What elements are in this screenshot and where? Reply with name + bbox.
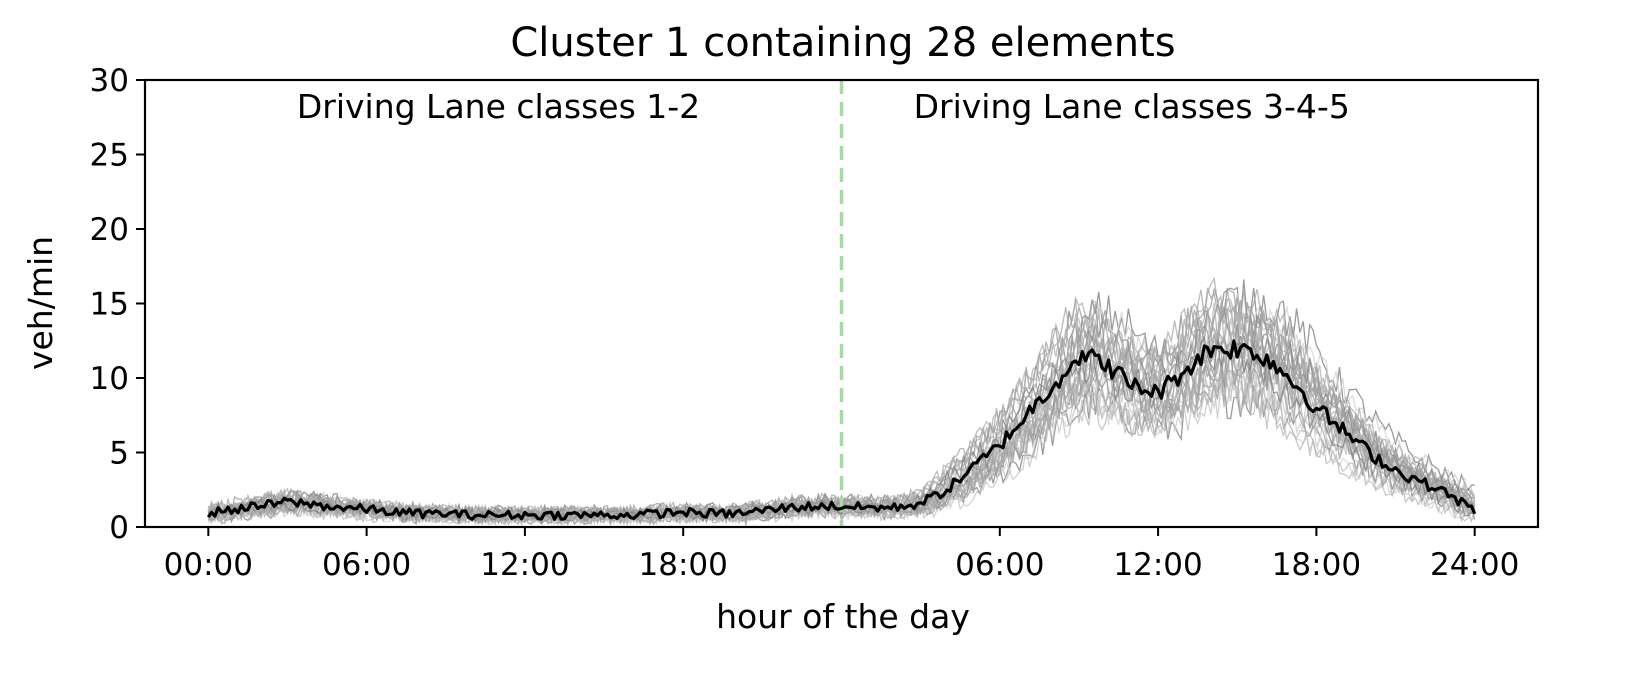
annotations: Driving Lane classes 1-2 Driving Lane cla… [297,87,1350,126]
x-tick-label: 24:00 [1430,547,1519,583]
y-tick-label: 0 [109,510,129,546]
y-tick-label: 25 [90,138,129,174]
y-axis: 0 5 10 15 20 25 30 [90,63,145,546]
x-tick-label: 12:00 [1113,547,1202,583]
chart-title: Cluster 1 containing 28 elements [510,20,1175,66]
x-tick-label: 00:00 [164,547,253,583]
y-tick-label: 30 [90,63,129,99]
block-annotation: Driving Lane classes 1-2 [297,87,700,126]
x-tick-label: 12:00 [480,547,569,583]
y-tick-label: 5 [109,436,129,472]
x-tick-label: 06:00 [322,547,411,583]
x-tick-label: 18:00 [639,547,728,583]
mean-line [206,339,1477,521]
y-tick-label: 20 [90,212,129,248]
y-tick-label: 15 [90,287,129,323]
y-tick-label: 10 [90,361,129,397]
y-axis-label: veh/min [21,236,60,370]
x-tick-label: 18:00 [1272,547,1361,583]
x-axis: 00:00 06:00 12:00 18:00 06:00 12:00 18:00 24:00 [164,527,1519,583]
x-axis-label: hour of the day [716,597,970,636]
block-annotation: Driving Lane classes 3-4-5 [914,87,1350,126]
x-tick-label: 06:00 [955,547,1044,583]
mean-line-layer [206,339,1477,521]
